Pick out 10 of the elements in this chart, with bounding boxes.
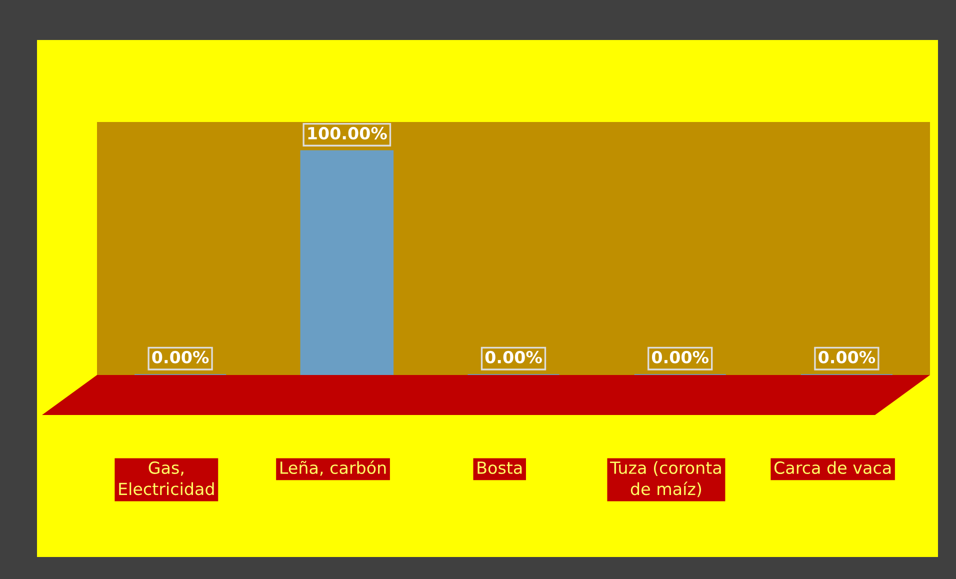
x-tick-label: Carca de vaca (774, 461, 891, 474)
x-tick-label: Gas, Electricidad (119, 461, 214, 496)
x-tick-label: Bosta (478, 462, 522, 474)
data-label: 0.00% (152, 350, 209, 364)
data-label: 0.00% (485, 350, 542, 364)
data-label: 0.00% (818, 350, 876, 364)
data-label: 100.00% (308, 126, 387, 140)
x-tick-label: Tuza (coronta de maíz) (610, 461, 721, 498)
data-label: 0.00% (652, 350, 708, 364)
x-tick-label: Leña, carbón (280, 460, 386, 476)
